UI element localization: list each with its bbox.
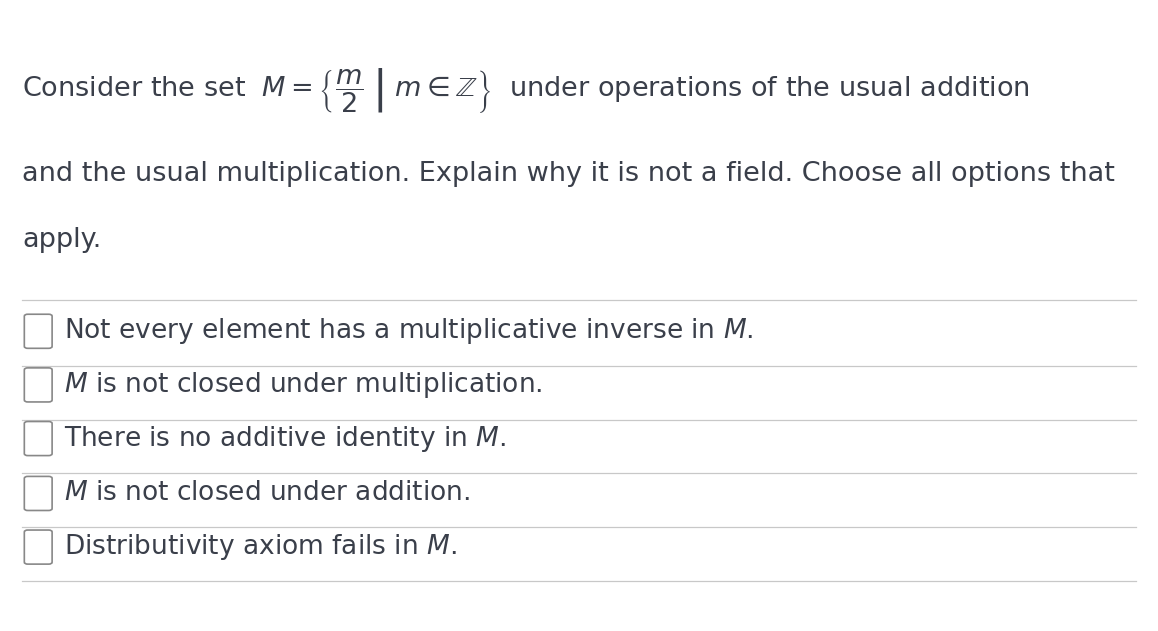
FancyBboxPatch shape <box>24 422 52 456</box>
Text: Not every element has a multiplicative inverse in $\mathit{M}$.: Not every element has a multiplicative i… <box>64 316 753 346</box>
FancyBboxPatch shape <box>24 530 52 564</box>
Text: apply.: apply. <box>22 227 101 253</box>
Text: Distributivity axiom fails in $\mathit{M}$.: Distributivity axiom fails in $\mathit{M… <box>64 532 456 562</box>
FancyBboxPatch shape <box>24 476 52 510</box>
Text: $\mathit{M}$ is not closed under multiplication.: $\mathit{M}$ is not closed under multipl… <box>64 370 542 400</box>
Text: and the usual multiplication. Explain why it is not a field. Choose all options : and the usual multiplication. Explain wh… <box>22 161 1115 187</box>
FancyBboxPatch shape <box>24 314 52 348</box>
Text: Consider the set  $\mathit{M} = \left\{ \dfrac{m}{2} \;\middle|\; m \in \mathbb{: Consider the set $\mathit{M} = \left\{ \… <box>22 66 1029 115</box>
Text: $\mathit{M}$ is not closed under addition.: $\mathit{M}$ is not closed under additio… <box>64 480 470 507</box>
Text: There is no additive identity in $\mathit{M}$.: There is no additive identity in $\mathi… <box>64 423 506 454</box>
FancyBboxPatch shape <box>24 368 52 402</box>
